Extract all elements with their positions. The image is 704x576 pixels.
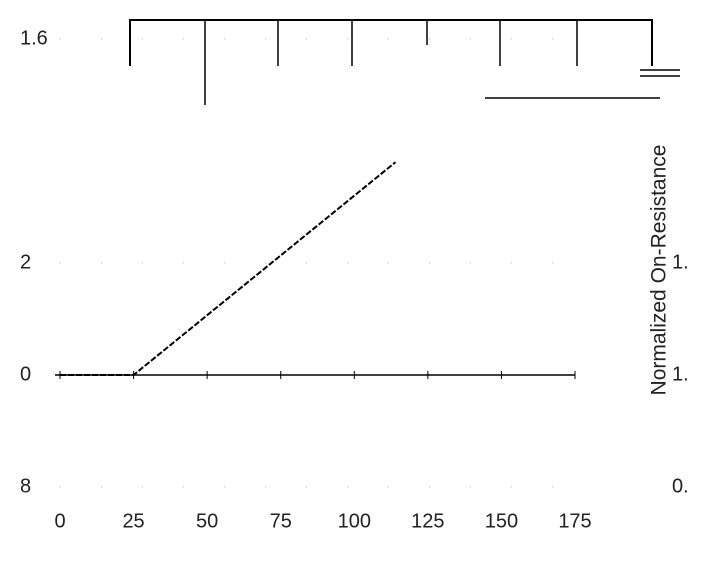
x-tick-label: 75	[270, 510, 292, 532]
y2-tick-label: 0.	[672, 475, 689, 497]
x-tick-label: 125	[411, 510, 444, 532]
y2-tick-label: 1.	[672, 363, 689, 385]
x-tick-label: 50	[196, 510, 218, 532]
x-tick-label: 175	[558, 510, 591, 532]
y2-tick-label: 1.	[672, 251, 689, 273]
y-tick-label: 2	[20, 251, 31, 273]
x-tick-label: 25	[122, 510, 144, 532]
y2-axis-label: Normalized On-Resistance	[648, 145, 671, 396]
y-tick-label: 8	[20, 475, 31, 497]
y-tick-label: 1.6	[20, 27, 48, 49]
y-tick-label: 0	[20, 363, 31, 385]
x-tick-label: 150	[485, 510, 518, 532]
x-tick-label: 0	[54, 510, 65, 532]
x-tick-label: 100	[338, 510, 371, 532]
top-frame	[129, 19, 680, 105]
data-line	[60, 161, 397, 376]
